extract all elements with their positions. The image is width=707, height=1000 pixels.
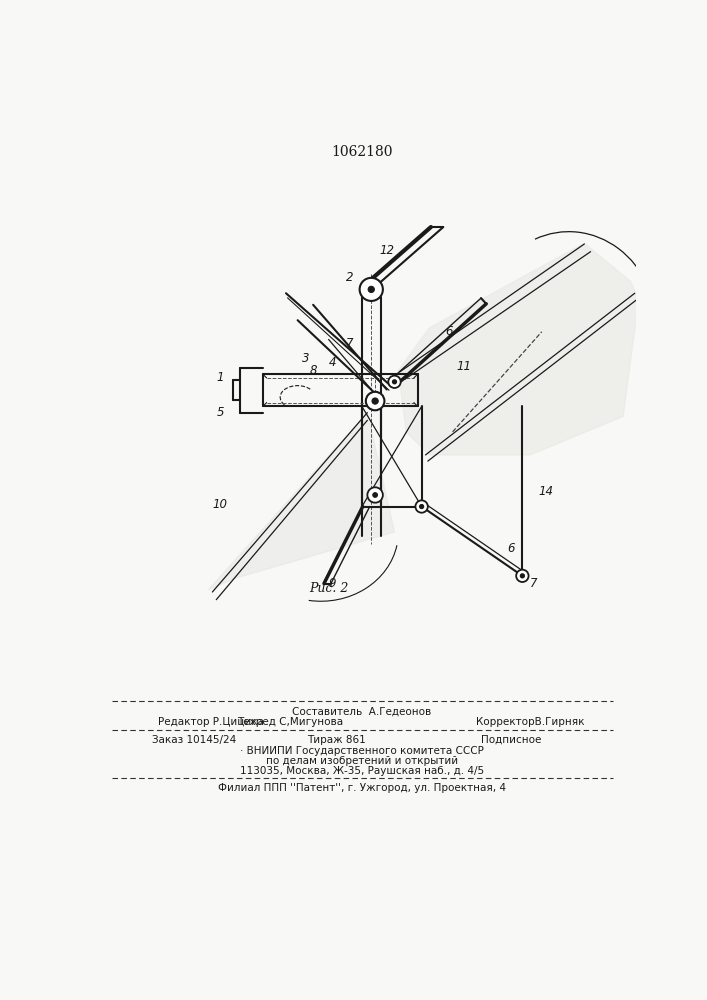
Circle shape — [372, 398, 378, 404]
Polygon shape — [209, 413, 395, 590]
Text: 8: 8 — [310, 364, 317, 377]
Text: Тираж 861: Тираж 861 — [307, 735, 366, 745]
Circle shape — [360, 278, 383, 301]
Circle shape — [366, 392, 385, 410]
Text: 6: 6 — [507, 542, 515, 555]
Circle shape — [520, 574, 525, 578]
Text: 11: 11 — [457, 360, 472, 373]
Text: Заказ 10145/24: Заказ 10145/24 — [152, 735, 236, 745]
Text: 9: 9 — [329, 577, 337, 590]
Text: КорректорВ.Гирняк: КорректорВ.Гирняк — [476, 717, 585, 727]
Circle shape — [416, 500, 428, 513]
Text: 1: 1 — [216, 371, 224, 384]
Circle shape — [368, 286, 374, 292]
Text: Филиал ППП ''Патент'', г. Ужгород, ул. Проектная, 4: Филиал ППП ''Патент'', г. Ужгород, ул. П… — [218, 783, 506, 793]
Circle shape — [388, 376, 401, 388]
Circle shape — [516, 570, 529, 582]
Text: 10: 10 — [213, 498, 228, 512]
Text: 2: 2 — [346, 271, 354, 284]
Text: Рис. 2: Рис. 2 — [309, 582, 349, 595]
Text: по делам изобретений и открытий: по делам изобретений и открытий — [266, 756, 458, 766]
Text: 12: 12 — [379, 244, 394, 257]
Text: · ВНИИПИ Государственного комитета СССР: · ВНИИПИ Государственного комитета СССР — [240, 746, 484, 756]
Text: 14: 14 — [538, 485, 553, 498]
Circle shape — [392, 380, 397, 384]
Text: 113035, Москва, Ж-35, Раушская наб., д. 4/5: 113035, Москва, Ж-35, Раушская наб., д. … — [240, 766, 484, 776]
Text: Техред С,Мигунова: Техред С,Мигунова — [237, 717, 343, 727]
Text: 3: 3 — [302, 352, 309, 365]
Text: 6: 6 — [445, 325, 452, 338]
Circle shape — [373, 493, 378, 497]
Text: 7: 7 — [346, 337, 354, 350]
Text: 1062180: 1062180 — [331, 145, 392, 159]
Circle shape — [420, 505, 423, 508]
Circle shape — [368, 487, 383, 503]
Text: 5: 5 — [216, 406, 224, 419]
Text: 7: 7 — [530, 577, 538, 590]
Text: Составитель  А.Гедеонов: Составитель А.Гедеонов — [292, 706, 431, 716]
Text: 4: 4 — [329, 356, 337, 369]
Text: Редактор Р.Цицика: Редактор Р.Цицика — [158, 717, 264, 727]
Polygon shape — [398, 243, 638, 455]
Text: Подписное: Подписное — [481, 735, 541, 745]
